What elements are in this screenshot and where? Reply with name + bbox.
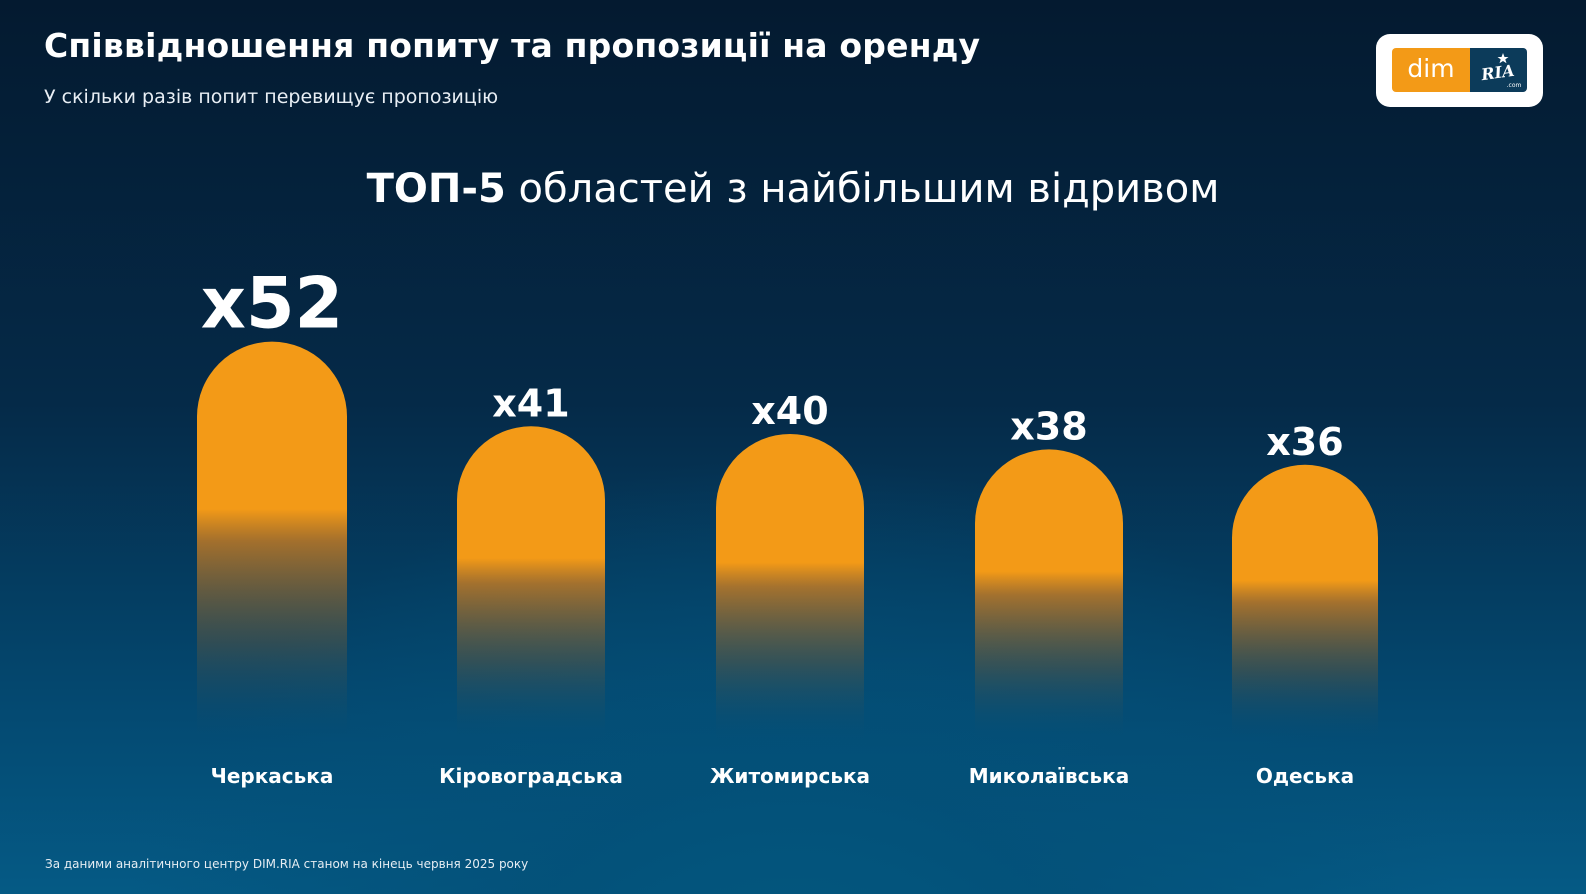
bar-value-label: x38 xyxy=(1010,404,1087,448)
category-label: Миколаївська xyxy=(969,764,1129,788)
chart-heading-rest: областей з найбільшим відривом xyxy=(518,166,1220,212)
category-label: Черкаська xyxy=(211,764,334,788)
bar-value-label: x41 xyxy=(492,381,569,425)
page-subtitle: У скільки разів попит перевищує пропозиц… xyxy=(44,86,499,108)
logo-com-text: .com xyxy=(1507,82,1522,89)
chart-heading-bold: ТОП-5 xyxy=(366,166,506,212)
bar-3 xyxy=(716,434,864,740)
chart-heading: ТОП-5 областей з найбільшим відривом xyxy=(0,166,1586,212)
bar-2 xyxy=(457,426,606,740)
logo-star-icon xyxy=(1497,53,1509,64)
logo-ria-text: RIA xyxy=(1479,61,1516,85)
page-title: Співвідношення попиту та пропозиції на о… xyxy=(44,26,981,65)
bar-4 xyxy=(975,449,1123,740)
category-label: Кіровоградська xyxy=(439,764,623,788)
logo-ria-mark: RIA .com xyxy=(1470,48,1527,92)
bar-value-label: x40 xyxy=(751,389,828,433)
bar-5 xyxy=(1232,464,1378,740)
bar-value-label: x36 xyxy=(1266,420,1343,464)
category-label: Одеська xyxy=(1256,764,1354,788)
logo-dim-text: dim xyxy=(1392,48,1470,92)
dim-ria-logo[interactable]: dim RIA .com xyxy=(1376,34,1543,107)
category-label: Житомирська xyxy=(710,764,870,788)
bar-value-label: x52 xyxy=(201,263,344,345)
source-footnote: За даними аналітичного центру DIM.RIA ст… xyxy=(45,857,529,871)
bar-1 xyxy=(197,341,347,740)
